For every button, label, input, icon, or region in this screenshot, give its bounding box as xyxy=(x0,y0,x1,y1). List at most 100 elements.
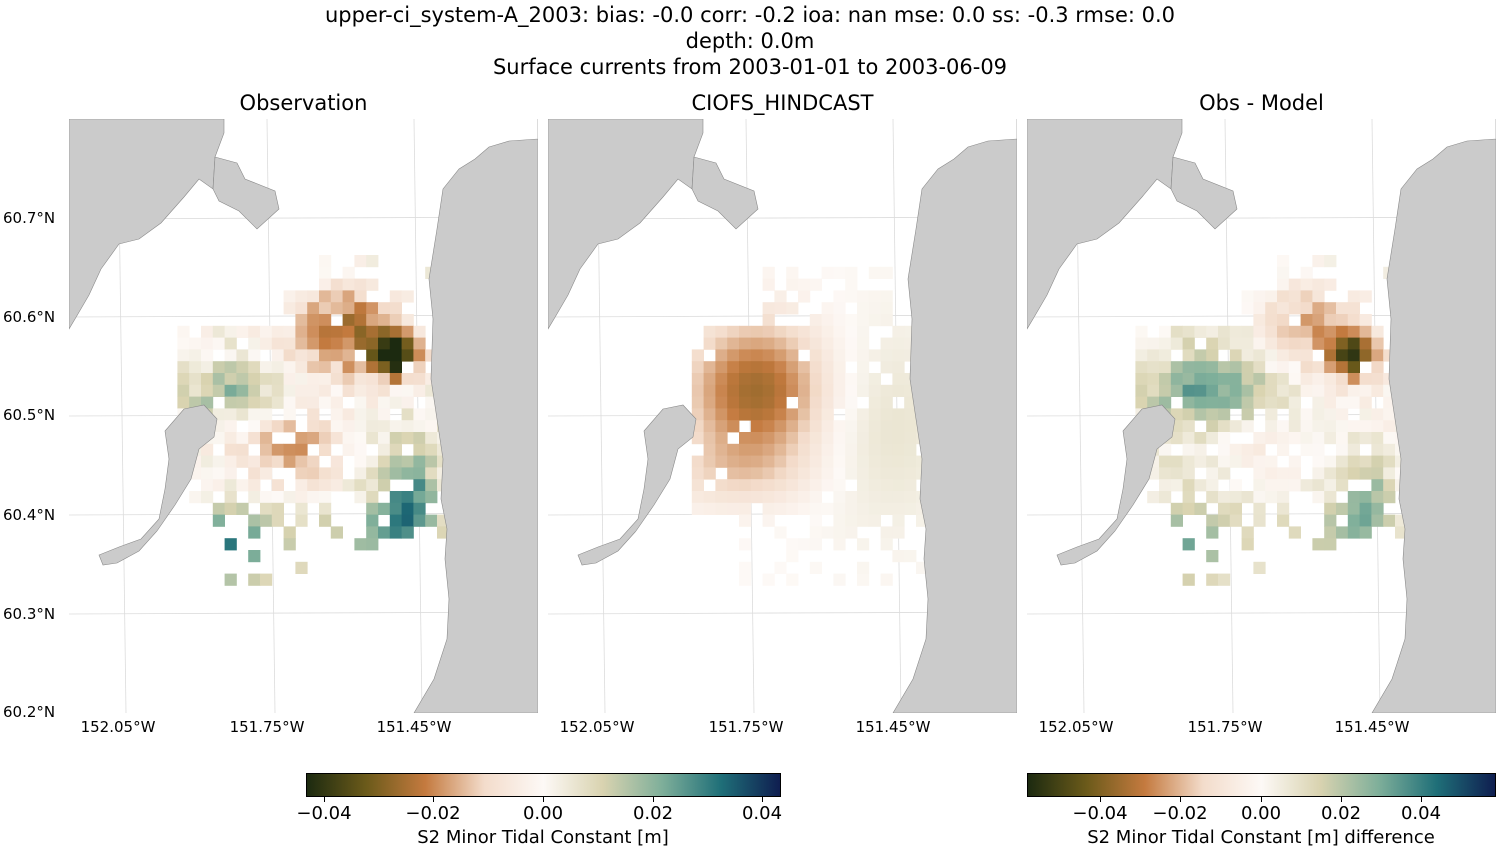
heatmap-cell xyxy=(809,325,822,338)
heatmap-cell xyxy=(330,420,343,433)
heatmap-cell xyxy=(378,526,391,539)
heatmap-cell xyxy=(425,455,438,468)
heatmap-cell xyxy=(342,314,355,327)
heatmap-cell xyxy=(189,491,202,504)
heatmap-cell xyxy=(821,502,834,515)
heatmap-cell xyxy=(739,349,752,362)
heatmap-cell xyxy=(1170,337,1183,350)
heatmap-cell xyxy=(1312,432,1325,445)
heatmap-cell xyxy=(319,278,332,291)
heatmap-cell xyxy=(319,361,332,374)
heatmap-cell xyxy=(1336,479,1349,492)
heatmap-cell xyxy=(845,266,858,279)
heatmap-cell xyxy=(1277,373,1290,386)
lon-label: 152.05°W xyxy=(1038,718,1114,736)
heatmap-cell xyxy=(750,420,763,433)
heatmap-cell xyxy=(1312,443,1325,456)
heatmap-cell xyxy=(1253,443,1266,456)
heatmap-cell xyxy=(880,467,893,480)
heatmap-cell xyxy=(224,455,237,468)
heatmap-cell xyxy=(319,349,332,362)
heatmap-cell xyxy=(857,337,870,350)
heatmap-cell xyxy=(236,443,249,456)
heatmap-cell xyxy=(762,455,775,468)
heatmap-cell xyxy=(342,302,355,315)
heatmap-cell xyxy=(868,373,881,386)
heatmap-cell xyxy=(798,278,811,291)
heatmap-cell xyxy=(762,479,775,492)
heatmap-cell xyxy=(821,361,834,374)
map-svg-difference xyxy=(1027,119,1496,713)
heatmap-cell xyxy=(845,502,858,515)
heatmap-cell xyxy=(857,561,870,574)
colorbar-tick xyxy=(1341,797,1342,802)
heatmap-cell xyxy=(1312,408,1325,421)
heatmap-cell xyxy=(739,432,752,445)
heatmap-cell xyxy=(1265,349,1278,362)
heatmap-cell xyxy=(177,349,190,362)
heatmap-cell xyxy=(774,396,787,409)
heatmap-cell xyxy=(691,373,704,386)
heatmap-cell xyxy=(715,491,728,504)
heatmap-cell xyxy=(1170,373,1183,386)
heatmap-cell xyxy=(762,361,775,374)
heatmap-cell xyxy=(283,491,296,504)
heatmap-cell xyxy=(366,479,379,492)
heatmap-cell xyxy=(774,373,787,386)
heatmap-cell xyxy=(892,502,905,515)
heatmap-cell xyxy=(1288,290,1301,303)
heatmap-cell xyxy=(750,325,763,338)
heatmap-cell xyxy=(1206,514,1219,527)
heatmap-cell xyxy=(413,479,426,492)
heatmap-cell xyxy=(1159,373,1172,386)
lat-label: 60.3°N xyxy=(3,605,56,623)
heatmap-cell xyxy=(271,514,284,527)
heatmap-cell xyxy=(868,443,881,456)
heatmap-cell xyxy=(809,432,822,445)
heatmap-cell xyxy=(1383,455,1396,468)
heatmap-cell xyxy=(1347,314,1360,327)
heatmap-cell xyxy=(1347,443,1360,456)
heatmap-cell xyxy=(1218,514,1231,527)
heatmap-cell xyxy=(1288,526,1301,539)
colorbar-label: S2 Minor Tidal Constant [m] xyxy=(417,827,669,848)
heatmap-cell xyxy=(1324,373,1337,386)
heatmap-cell xyxy=(833,361,846,374)
heatmap-cell xyxy=(307,384,320,397)
heatmap-cell xyxy=(378,302,391,315)
heatmap-cell xyxy=(845,514,858,527)
heatmap-cell xyxy=(809,467,822,480)
heatmap-cell xyxy=(1265,479,1278,492)
heatmap-cell xyxy=(1324,255,1337,268)
heatmap-cell xyxy=(366,278,379,291)
heatmap-cell xyxy=(389,491,402,504)
heatmap-cell xyxy=(295,491,308,504)
heatmap-cell xyxy=(236,502,249,515)
heatmap-cell xyxy=(378,432,391,445)
heatmap-cell xyxy=(307,325,320,338)
heatmap-cell xyxy=(762,502,775,515)
heatmap-cell xyxy=(786,361,799,374)
heatmap-cell xyxy=(703,408,716,421)
heatmap-cell xyxy=(1182,337,1195,350)
heatmap-cell xyxy=(378,455,391,468)
heatmap-cell xyxy=(715,349,728,362)
heatmap-cell xyxy=(201,479,214,492)
heatmap-cell xyxy=(378,467,391,480)
heatmap-cell xyxy=(295,514,308,527)
heatmap-cell xyxy=(248,526,261,539)
heatmap-cell xyxy=(1229,514,1242,527)
heatmap-cell xyxy=(821,314,834,327)
heatmap-cell xyxy=(248,349,261,362)
heatmap-cell xyxy=(1206,420,1219,433)
heatmap-cell xyxy=(236,373,249,386)
heatmap-cell xyxy=(389,302,402,315)
heatmap-cell xyxy=(727,455,740,468)
heatmap-cell xyxy=(868,302,881,315)
heatmap-cell xyxy=(1371,384,1384,397)
heatmap-cell xyxy=(727,491,740,504)
heatmap-cell xyxy=(715,325,728,338)
heatmap-cell xyxy=(260,384,273,397)
heatmap-cell xyxy=(1194,432,1207,445)
heatmap-cell xyxy=(750,361,763,374)
